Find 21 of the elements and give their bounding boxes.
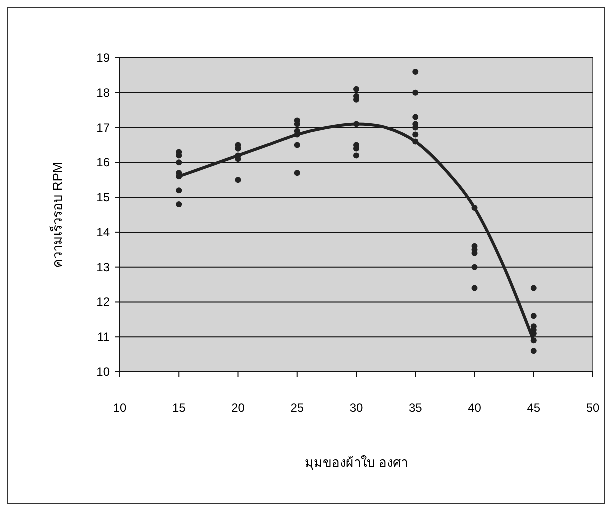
y-tick-label: 13 — [96, 260, 110, 274]
y-tick-label: 16 — [96, 156, 110, 170]
x-tick-label: 20 — [232, 401, 246, 415]
x-axis-title: มุมของผ้าใบ องศา — [305, 455, 408, 471]
y-axis-title: ความเร็วรอบ RPM — [48, 162, 65, 268]
y-tick-label: 17 — [96, 120, 110, 135]
x-tick-label: 45 — [527, 401, 541, 415]
y-tick-label: 11 — [98, 330, 110, 344]
x-tick-label: 40 — [468, 401, 482, 415]
x-tick-label: 35 — [408, 401, 423, 415]
x-tick-label: 25 — [290, 401, 304, 415]
x-tick-label: 50 — [586, 401, 600, 415]
y-tick-label: 14 — [96, 225, 110, 240]
y-tick-label: 15 — [96, 190, 110, 205]
y-tick-label: 10 — [96, 365, 110, 379]
x-tick-label: 30 — [350, 401, 364, 415]
y-tick-label: 12 — [96, 295, 110, 310]
y-tick-label: 18 — [96, 86, 110, 100]
x-tick-label: 15 — [172, 401, 186, 415]
x-tick-label: 10 — [113, 401, 127, 415]
y-tick-label: 19 — [96, 51, 110, 65]
